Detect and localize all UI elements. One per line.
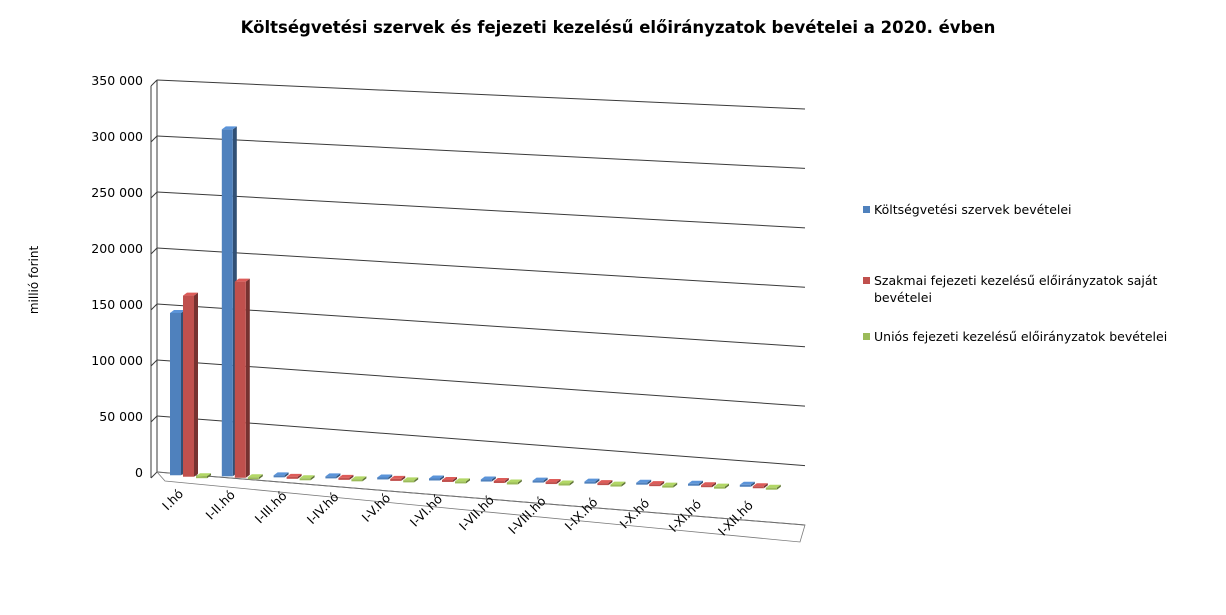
- bar: [221, 126, 237, 477]
- y-tick-label: 200 000: [91, 241, 143, 256]
- bar: [480, 476, 496, 482]
- gridline: [156, 135, 806, 169]
- y-axis-title: millió forint: [27, 246, 41, 315]
- bar: [545, 479, 561, 485]
- bar: [532, 477, 548, 483]
- legend-label: Költségvetési szervek bevételei: [874, 202, 1072, 217]
- bar: [183, 292, 198, 477]
- x-tick-label: I.hó: [159, 486, 186, 513]
- floor: [156, 471, 806, 543]
- bar: [170, 309, 185, 476]
- bar: [765, 484, 781, 490]
- bar: [403, 477, 419, 483]
- bar: [688, 480, 703, 486]
- bar: [273, 472, 289, 478]
- side-wall-gridline: [150, 79, 158, 87]
- bar: [299, 475, 315, 481]
- gridline: [156, 191, 806, 229]
- x-tick-label: I-XI.hó: [666, 497, 704, 535]
- y-tick-label: 350 000: [91, 73, 143, 88]
- bar: [390, 475, 406, 481]
- bar: [247, 474, 263, 480]
- gridline: [156, 415, 806, 467]
- bar: [442, 476, 457, 482]
- bar: [558, 480, 574, 486]
- bar: [752, 483, 768, 489]
- y-tick-label: 150 000: [91, 297, 143, 312]
- legend-label: bevételei: [874, 290, 932, 305]
- bar: [455, 478, 470, 484]
- gridline: [156, 247, 806, 288]
- x-tick-label: I-II.hó: [202, 487, 237, 522]
- legend-swatch: [863, 206, 870, 213]
- y-tick-label: 300 000: [91, 129, 143, 144]
- x-tick-label: I-VIII.hó: [505, 493, 549, 537]
- bar: [597, 480, 613, 486]
- chart-title: Költségvetési szervek és fejezeti kezelé…: [241, 18, 996, 37]
- bar: [286, 473, 302, 479]
- side-wall-gridline: [150, 303, 158, 311]
- side-wall-gridline: [150, 415, 158, 423]
- bar: [506, 479, 522, 485]
- side-wall-gridline: [150, 135, 158, 143]
- side-wall-gridline: [150, 471, 158, 479]
- side-wall-gridline: [150, 247, 158, 255]
- bar: [739, 481, 755, 487]
- legend-swatch: [863, 333, 870, 340]
- legend-label: Uniós fejezeti kezelésű előirányzatok be…: [874, 329, 1167, 344]
- bar: [701, 482, 716, 488]
- bar: [196, 473, 211, 479]
- bar: [636, 479, 652, 485]
- bar: [662, 482, 678, 488]
- bar: [338, 474, 354, 480]
- x-tick-label: I-III.hó: [252, 488, 290, 526]
- bar: [377, 474, 393, 480]
- side-wall-gridline: [150, 191, 158, 199]
- gridline: [156, 79, 806, 110]
- y-tick-label: 0: [135, 465, 143, 480]
- bar: [493, 478, 509, 484]
- x-tick-label: I-VI.hó: [407, 491, 445, 529]
- bars: [170, 126, 781, 490]
- x-tick-label: I-IX.hó: [562, 494, 601, 533]
- bar: [714, 483, 729, 489]
- bar: [649, 481, 665, 487]
- legend-swatch: [863, 277, 870, 284]
- legend: Költségvetési szervek bevételei Szakmai f…: [863, 202, 1167, 344]
- bar: [325, 473, 341, 479]
- bar: [234, 278, 250, 478]
- y-tick-labels: 0 50 000 100 000 150 000 200 000 250 000 300 0…: [91, 73, 143, 480]
- gridline: [156, 359, 806, 407]
- x-tick-labels: I.hó I-II.hó I-III.hó I-IV.hó I-V.hó I-VI.hó I…: [159, 486, 756, 539]
- side-wall-gridline: [150, 359, 158, 367]
- bar: [584, 478, 600, 484]
- y-tick-label: 50 000: [99, 409, 143, 424]
- x-tick-label: I-V.hó: [359, 490, 394, 525]
- bar: [429, 475, 444, 481]
- y-tick-label: 100 000: [91, 353, 143, 368]
- gridlines: [150, 79, 806, 543]
- y-tick-label: 250 000: [91, 185, 143, 200]
- legend-label: Szakmai fejezeti kezelésű előirányzatok …: [874, 273, 1158, 288]
- gridline: [156, 303, 806, 348]
- bar: [351, 476, 367, 482]
- bar: [610, 481, 626, 487]
